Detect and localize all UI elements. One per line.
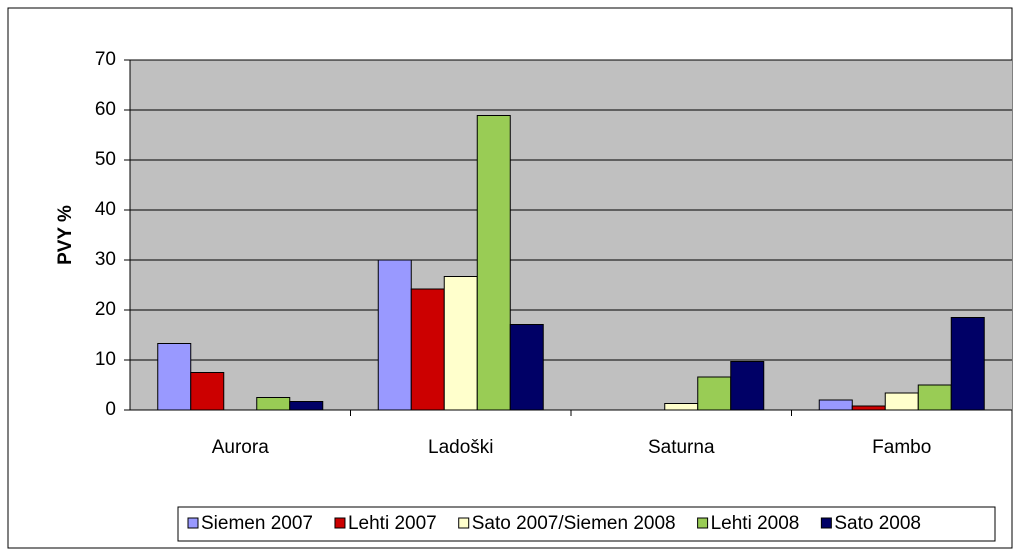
legend-label: Lehti 2007 (348, 513, 437, 534)
bar (917, 384, 952, 411)
bar (851, 405, 886, 411)
bar (476, 115, 511, 411)
legend-swatch (458, 517, 470, 529)
bar (509, 324, 544, 411)
legend-label: Sato 2007/Siemen 2008 (472, 513, 676, 534)
y-axis-label: PVY % (55, 205, 76, 265)
y-tick-label: 60 (95, 99, 116, 120)
bar (190, 372, 225, 411)
bar (377, 259, 412, 411)
legend-swatch (697, 517, 709, 529)
bar (256, 397, 291, 411)
legend-swatch (187, 517, 199, 529)
y-tick-label: 0 (105, 399, 116, 420)
bar (157, 343, 192, 411)
legend-label: Siemen 2007 (201, 513, 313, 534)
y-tick-label: 50 (95, 149, 116, 170)
x-tick-label: Fambo (872, 437, 931, 458)
legend-box (177, 506, 996, 542)
bar (289, 401, 324, 411)
x-tick-label: Ladoški (428, 437, 494, 458)
legend-label: Lehti 2008 (711, 513, 800, 534)
bar (884, 392, 919, 411)
bar (664, 403, 699, 411)
bar (410, 288, 445, 411)
y-tick-label: 20 (95, 299, 116, 320)
y-tick-label: 10 (95, 349, 116, 370)
legend-swatch (334, 517, 346, 529)
bar (697, 376, 732, 411)
bar (443, 276, 478, 411)
bar (730, 361, 765, 411)
y-tick-label: 40 (95, 199, 116, 220)
x-tick-label: Saturna (648, 437, 715, 458)
y-tick-label: 70 (95, 49, 116, 70)
y-tick-label: 30 (95, 249, 116, 270)
x-tick-label: Aurora (212, 437, 269, 458)
bar (818, 399, 853, 411)
plot-area (130, 60, 1012, 410)
legend-swatch (820, 517, 832, 529)
legend-label: Sato 2008 (834, 513, 921, 534)
bar (950, 317, 985, 411)
